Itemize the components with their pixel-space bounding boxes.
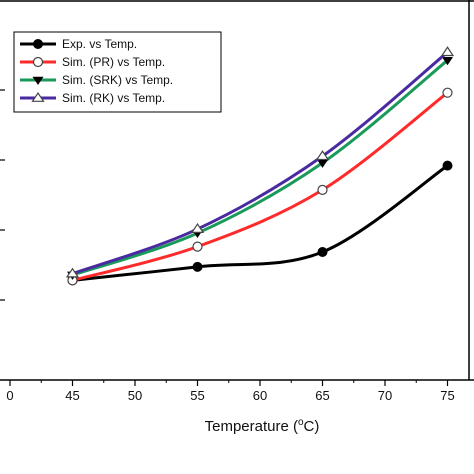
x-tick-label: 0 bbox=[6, 388, 13, 403]
legend-item: Sim. (PR) vs Temp. bbox=[20, 55, 165, 69]
legend-item: Exp. vs Temp. bbox=[20, 37, 137, 51]
data-point bbox=[440, 46, 455, 57]
data-point bbox=[317, 184, 328, 195]
data-point bbox=[442, 87, 453, 98]
legend-item: Sim. (SRK) vs Temp. bbox=[20, 73, 173, 87]
data-point bbox=[192, 261, 203, 272]
x-axis-title-unit: C) bbox=[304, 418, 320, 435]
data-point bbox=[442, 57, 453, 66]
x-axis-title: Temperature (oC) bbox=[205, 417, 320, 435]
data-point bbox=[192, 241, 203, 252]
x-axis-title-superscript: o bbox=[298, 417, 304, 428]
series-line bbox=[72, 91, 449, 282]
data-point bbox=[442, 160, 453, 171]
data-point bbox=[315, 150, 330, 161]
legend-marker bbox=[33, 39, 43, 49]
legend-label: Sim. (RK) vs Temp. bbox=[62, 91, 165, 105]
x-tick-label: 55 bbox=[190, 388, 204, 403]
series-3 bbox=[65, 46, 455, 278]
x-tick-label: 50 bbox=[128, 388, 142, 403]
x-tick-label: 65 bbox=[315, 388, 329, 403]
series-line bbox=[71, 51, 449, 276]
legend-item: Sim. (RK) vs Temp. bbox=[20, 91, 165, 105]
legend-label: Sim. (PR) vs Temp. bbox=[62, 55, 165, 69]
legend-marker bbox=[32, 76, 44, 85]
x-tick-label: 75 bbox=[440, 388, 454, 403]
axes: 0 45 50 55 60 65 70 75 bbox=[0, 0, 474, 403]
legend-marker bbox=[32, 56, 44, 68]
series-line bbox=[72, 59, 449, 277]
legend-label: Exp. vs Temp. bbox=[62, 37, 137, 51]
legend-label: Sim. (SRK) vs Temp. bbox=[62, 73, 173, 87]
legend-marker bbox=[31, 91, 45, 102]
x-axis-title-text: Temperature ( bbox=[205, 418, 298, 435]
series-line bbox=[72, 164, 449, 282]
data-point bbox=[65, 267, 80, 278]
x-tick-label: 60 bbox=[253, 388, 267, 403]
series-layer bbox=[65, 46, 455, 286]
x-tick-label: 70 bbox=[378, 388, 392, 403]
data-point bbox=[317, 247, 328, 257]
legend: Exp. vs Temp. Sim. (PR) vs Temp. Sim. (SRK… bbox=[13, 31, 222, 113]
x-tick-label: 45 bbox=[65, 388, 79, 403]
data-point bbox=[190, 223, 205, 233]
data-point bbox=[317, 159, 328, 168]
